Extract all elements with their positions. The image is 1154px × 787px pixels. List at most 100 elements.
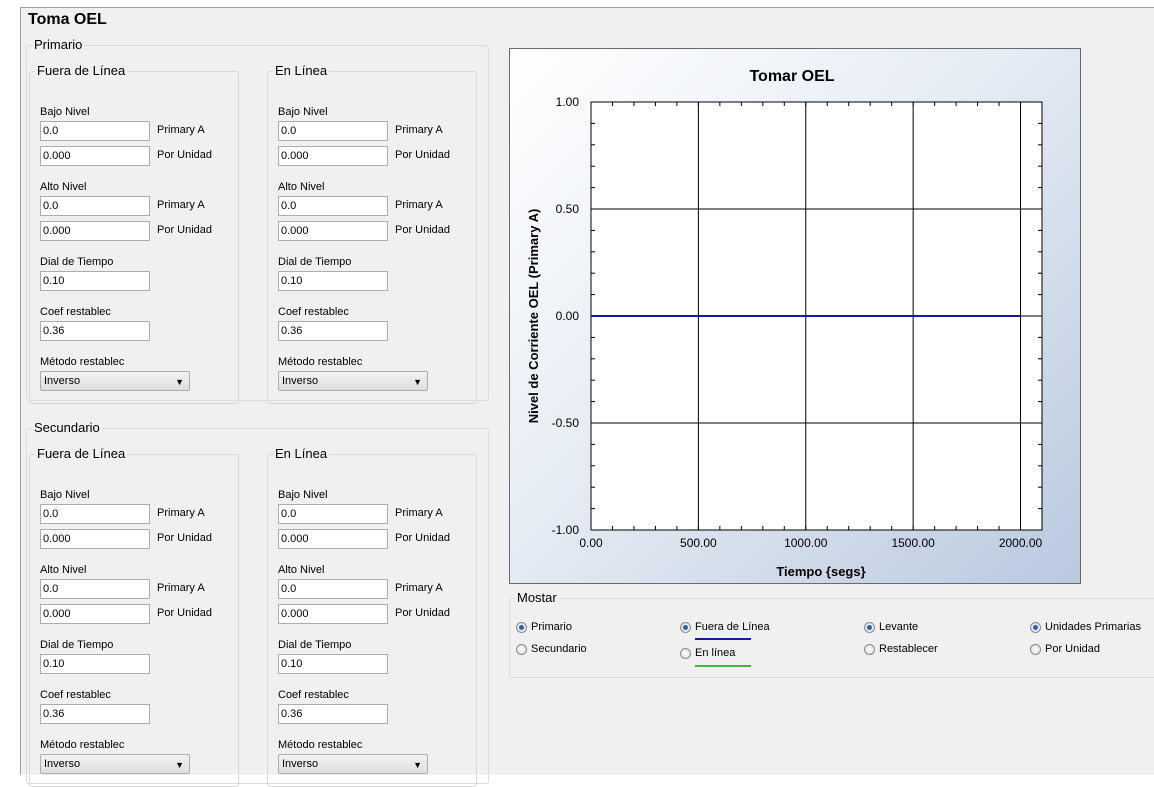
radio-fuera-de-línea[interactable]: Fuera de Línea bbox=[680, 621, 770, 633]
primario-group: Primario Fuera de Línea Bajo Nivel 0.0 Prima… bbox=[26, 37, 489, 404]
alto-nivel-pu-input[interactable]: 0.000 bbox=[40, 604, 150, 624]
chart-y-axis-label: Nivel de Corriente OEL (Primary A) bbox=[526, 209, 541, 424]
coef-restablec-input[interactable]: 0.36 bbox=[40, 321, 150, 341]
coef-restablec-label: Coef restablec bbox=[278, 689, 349, 701]
x-tick-label: 0.00 bbox=[579, 536, 603, 550]
dial-de-tiempo-input[interactable]: 0.10 bbox=[278, 654, 388, 674]
alto-nivel-pu-unit: Por Unidad bbox=[395, 224, 451, 236]
dial-de-tiempo-input[interactable]: 0.10 bbox=[278, 271, 388, 291]
chevron-down-icon: ▼ bbox=[175, 760, 184, 770]
alto-nivel-pu-unit: Por Unidad bbox=[157, 224, 213, 236]
coef-restablec-input[interactable]: 0.36 bbox=[40, 704, 150, 724]
metodo-restablec-label: Método restablec bbox=[40, 739, 125, 751]
bajo-nivel-label: Bajo Nivel bbox=[278, 489, 328, 501]
bajo-nivel-label: Bajo Nivel bbox=[40, 489, 90, 501]
radio-primario[interactable]: Primario bbox=[516, 621, 572, 633]
alto-nivel-pu-input[interactable]: 0.000 bbox=[278, 221, 388, 241]
alto-nivel-pu-input[interactable]: 0.000 bbox=[278, 604, 388, 624]
group-legend: Primario bbox=[34, 37, 83, 52]
bajo-nivel-primary-input[interactable]: 0.0 bbox=[278, 504, 388, 524]
y-tick-label: -1.00 bbox=[552, 523, 580, 537]
alto-nivel-primary-input[interactable]: 0.0 bbox=[40, 196, 150, 216]
dial-de-tiempo-label: Dial de Tiempo bbox=[40, 639, 114, 651]
x-tick-label: 500.00 bbox=[680, 536, 717, 550]
radio-label: Levante bbox=[879, 621, 919, 633]
select-value: Inverso bbox=[44, 375, 81, 387]
coef-restablec-label: Coef restablec bbox=[40, 689, 111, 701]
bajo-nivel-label: Bajo Nivel bbox=[40, 106, 90, 118]
dial-de-tiempo-input[interactable]: 0.10 bbox=[40, 271, 150, 291]
radio-button-icon bbox=[516, 643, 527, 655]
radio-button-icon bbox=[680, 621, 691, 633]
radio-secundario[interactable]: Secundario bbox=[516, 643, 587, 655]
column-legend: En Línea bbox=[275, 446, 328, 461]
alto-nivel-label: Alto Nivel bbox=[278, 564, 325, 576]
metodo-restablec-select[interactable]: Inverso ▼ bbox=[40, 371, 190, 391]
bajo-nivel-pu-input[interactable]: 0.000 bbox=[278, 529, 388, 549]
bajo-nivel-primary-input[interactable]: 0.0 bbox=[278, 121, 388, 141]
window-frame: Toma OEL Primario Fuera de Línea Bajo Nive… bbox=[20, 7, 1154, 787]
alto-nivel-primary-unit: Primary A bbox=[395, 582, 443, 594]
column-legend: Fuera de Línea bbox=[37, 446, 126, 461]
alto-nivel-primary-input[interactable]: 0.0 bbox=[40, 579, 150, 599]
dial-de-tiempo-input[interactable]: 0.10 bbox=[40, 654, 150, 674]
select-value: Inverso bbox=[282, 758, 319, 770]
bajo-nivel-pu-unit: Por Unidad bbox=[395, 532, 451, 544]
en-linea-group: En Línea Bajo Nivel 0.0 Primary A 0.000 Por U… bbox=[267, 64, 477, 404]
radio-label: Por Unidad bbox=[1045, 643, 1101, 655]
metodo-restablec-select[interactable]: Inverso ▼ bbox=[278, 754, 428, 774]
bajo-nivel-pu-unit: Por Unidad bbox=[157, 532, 213, 544]
alto-nivel-label: Alto Nivel bbox=[278, 181, 325, 193]
bajo-nivel-pu-input[interactable]: 0.000 bbox=[40, 146, 150, 166]
bajo-nivel-primary-input[interactable]: 0.0 bbox=[40, 121, 150, 141]
dial-de-tiempo-label: Dial de Tiempo bbox=[40, 256, 114, 268]
radio-en-línea[interactable]: En línea bbox=[680, 647, 735, 659]
radio-button-icon bbox=[864, 643, 875, 655]
radio-unidades-primarias[interactable]: Unidades Primarias bbox=[1030, 621, 1141, 633]
column-legend: Fuera de Línea bbox=[37, 63, 126, 78]
coef-restablec-label: Coef restablec bbox=[40, 306, 111, 318]
alto-nivel-primary-input[interactable]: 0.0 bbox=[278, 579, 388, 599]
select-value: Inverso bbox=[282, 375, 319, 387]
radio-por-unidad[interactable]: Por Unidad bbox=[1030, 643, 1100, 655]
metodo-restablec-label: Método restablec bbox=[40, 356, 125, 368]
radio-button-icon bbox=[1030, 643, 1041, 655]
bajo-nivel-primary-unit: Primary A bbox=[395, 507, 443, 519]
chevron-down-icon: ▼ bbox=[413, 377, 422, 387]
bajo-nivel-primary-input[interactable]: 0.0 bbox=[40, 504, 150, 524]
radio-button-icon bbox=[516, 621, 527, 633]
secundario-group: Secundario Fuera de Línea Bajo Nivel 0.0 Pri… bbox=[26, 421, 489, 787]
bajo-nivel-primary-unit: Primary A bbox=[157, 507, 205, 519]
bajo-nivel-pu-input[interactable]: 0.000 bbox=[278, 146, 388, 166]
radio-button-icon bbox=[1030, 621, 1041, 633]
alto-nivel-label: Alto Nivel bbox=[40, 564, 87, 576]
metodo-restablec-select[interactable]: Inverso ▼ bbox=[40, 754, 190, 774]
oel-chart: Tomar OEL Tiempo {segs} Nivel de Corrien… bbox=[509, 48, 1081, 584]
fuera-de-linea-group: Fuera de Línea Bajo Nivel 0.0 Primary A 0.00… bbox=[29, 64, 239, 404]
fuera-de-linea-group: Fuera de Línea Bajo Nivel 0.0 Primary A 0.00… bbox=[29, 447, 239, 787]
y-tick-label: -0.50 bbox=[552, 416, 580, 430]
coef-restablec-input[interactable]: 0.36 bbox=[278, 704, 388, 724]
metodo-restablec-select[interactable]: Inverso ▼ bbox=[278, 371, 428, 391]
mostar-group: Mostar Primario Secundario Fuera de Línea E… bbox=[509, 591, 1154, 678]
page-title: Toma OEL bbox=[28, 11, 107, 28]
select-value: Inverso bbox=[44, 758, 81, 770]
alto-nivel-primary-input[interactable]: 0.0 bbox=[278, 196, 388, 216]
alto-nivel-primary-unit: Primary A bbox=[157, 582, 205, 594]
alto-nivel-pu-input[interactable]: 0.000 bbox=[40, 221, 150, 241]
mostar-legend: Mostar bbox=[517, 590, 557, 605]
radio-restablecer[interactable]: Restablecer bbox=[864, 643, 938, 655]
bajo-nivel-pu-unit: Por Unidad bbox=[395, 149, 451, 161]
chart-title: Tomar OEL bbox=[749, 68, 834, 85]
x-tick-label: 1500.00 bbox=[891, 536, 935, 550]
radio-label: Restablecer bbox=[879, 643, 938, 655]
chevron-down-icon: ▼ bbox=[175, 377, 184, 387]
radio-label: En línea bbox=[695, 647, 736, 659]
radio-levante[interactable]: Levante bbox=[864, 621, 918, 633]
coef-restablec-input[interactable]: 0.36 bbox=[278, 321, 388, 341]
radio-label: Fuera de Línea bbox=[695, 621, 770, 633]
column-legend: En Línea bbox=[275, 63, 328, 78]
bajo-nivel-pu-input[interactable]: 0.000 bbox=[40, 529, 150, 549]
alto-nivel-label: Alto Nivel bbox=[40, 181, 87, 193]
chart-svg: Tomar OEL Tiempo {segs} Nivel de Corrien… bbox=[526, 68, 1043, 579]
